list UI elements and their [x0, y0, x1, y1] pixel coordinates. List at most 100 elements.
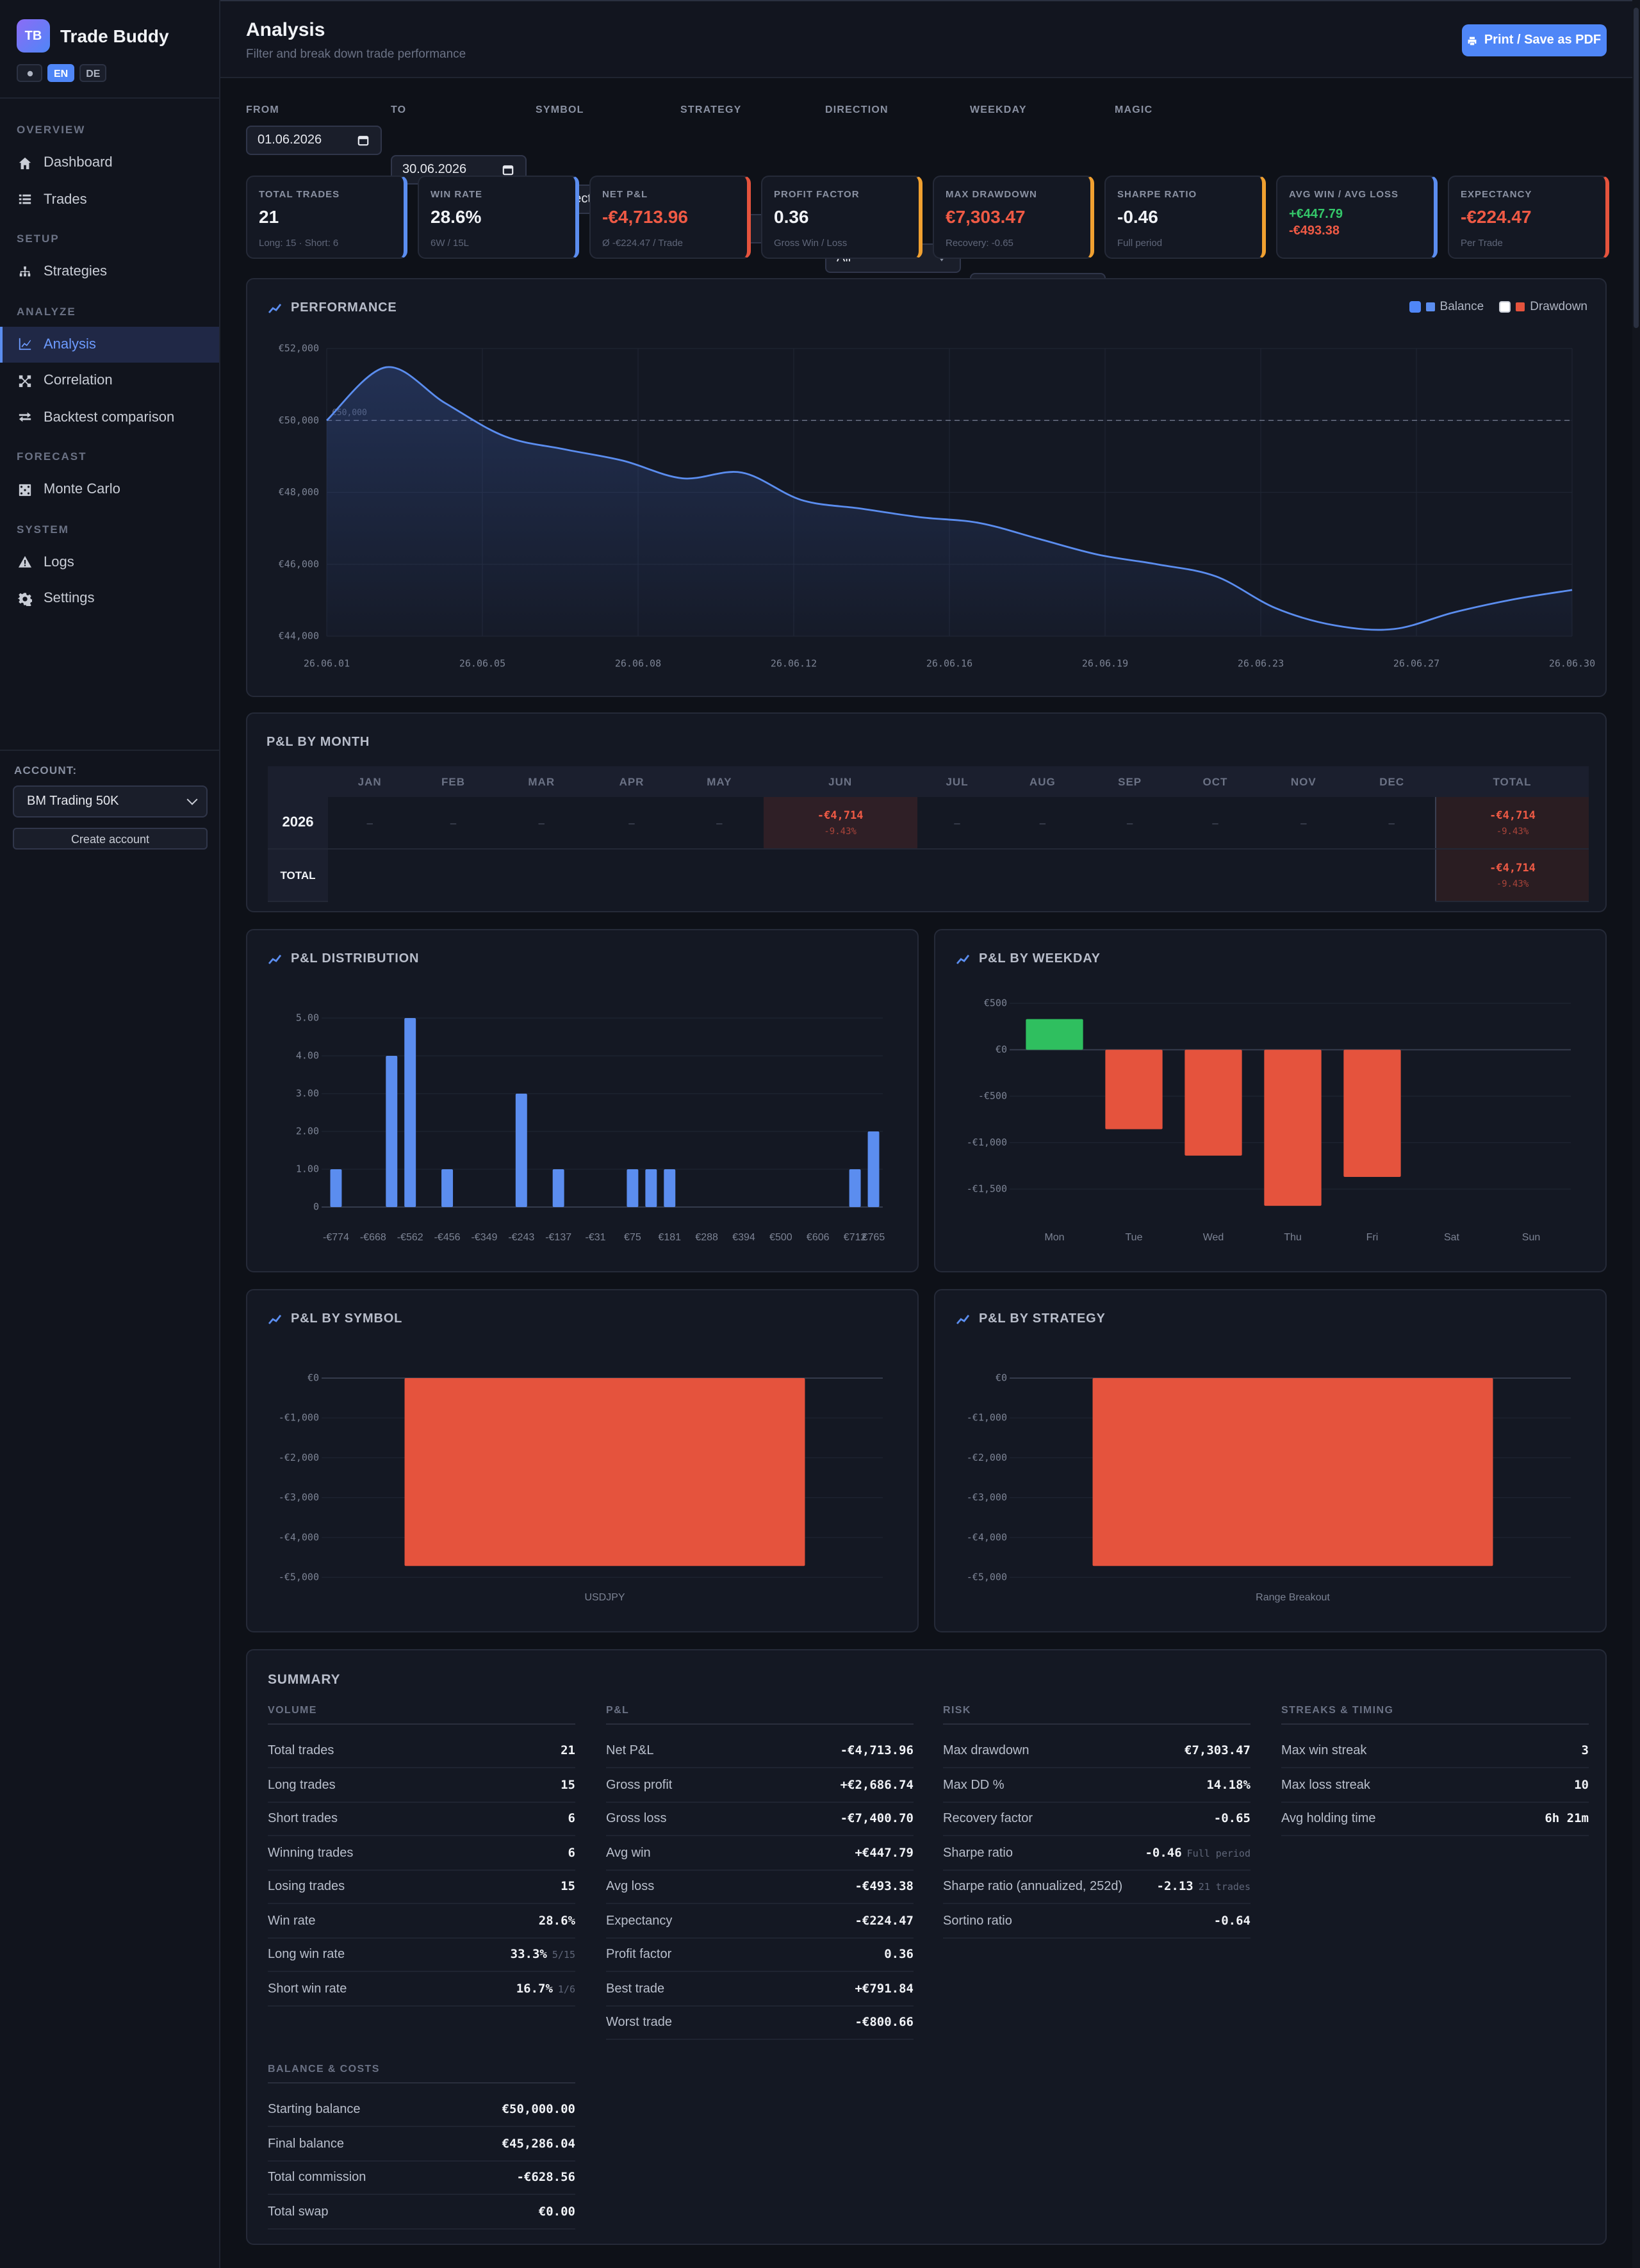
- header-cell: FEB: [411, 766, 495, 797]
- y-tick-label: -€4,000: [279, 1531, 319, 1543]
- nav-item[interactable]: Dashboard: [0, 145, 219, 181]
- nav-label: Correlation: [44, 373, 113, 389]
- nav-item[interactable]: Correlation: [0, 363, 219, 399]
- row-label: Total commission: [268, 2171, 366, 2185]
- nav-item[interactable]: Settings: [0, 580, 219, 617]
- nav-label: Trades: [44, 192, 87, 208]
- legend-item[interactable]: Drawdown: [1499, 300, 1587, 314]
- kpi-card: AVG WIN / AVG LOSS +€447.79 -€493.38: [1276, 176, 1437, 259]
- x-tick-label: USDJPY: [584, 1592, 625, 1603]
- row-value: -0.65: [1213, 1812, 1250, 1826]
- brand: TB Trade Buddy: [17, 19, 169, 53]
- row-label: Max drawdown: [943, 1744, 1029, 1758]
- header-cell: JAN: [328, 766, 412, 797]
- theme-toggle[interactable]: [17, 64, 42, 82]
- bar: [515, 1094, 527, 1207]
- create-account-button[interactable]: Create account: [13, 828, 208, 850]
- y-tick-label: €0: [308, 1372, 319, 1384]
- print-button[interactable]: Print / Save as PDF: [1462, 24, 1607, 56]
- y-tick-label: €52,000: [279, 343, 319, 354]
- row-value: -€628.56: [516, 2171, 575, 2185]
- month-cell: -€4,714 -9.43%: [1435, 797, 1589, 850]
- language-button[interactable]: DE: [79, 64, 107, 82]
- bar: [1092, 1378, 1493, 1566]
- kpi-value: €7,303.47: [946, 206, 1026, 227]
- summary-group: RISK Max drawdown €7,303.47 Max DD % 14.18% R…: [943, 1698, 1250, 1939]
- nav-item[interactable]: Trades: [0, 181, 219, 218]
- summary-row: Long trades 15: [268, 1769, 575, 1803]
- row-value-wrap: €0.00: [539, 2205, 575, 2219]
- kpi-label: TOTAL TRADES: [259, 188, 340, 200]
- month-cell: –: [1088, 797, 1172, 850]
- summary-row: Gross loss -€7,400.70: [606, 1803, 914, 1837]
- legend-checkbox[interactable]: [1499, 301, 1511, 313]
- row-value-wrap: 6h 21m: [1545, 1812, 1589, 1826]
- account-select[interactable]: BM Trading 50K: [13, 785, 208, 818]
- icon-shape: [268, 1315, 282, 1324]
- nav-item[interactable]: Strategies: [0, 254, 219, 290]
- bar: [404, 1378, 805, 1566]
- summary-panel: SUMMARY VOLUME Total trades 21 Long trades 15…: [246, 1649, 1607, 2245]
- nav-item[interactable]: Analysis: [0, 326, 219, 363]
- scrollbar-thumb[interactable]: [1634, 8, 1639, 328]
- panel-title: PERFORMANCE: [268, 301, 397, 315]
- x-tick-label: Sat: [1444, 1232, 1460, 1243]
- kpi-label: AVG WIN / AVG LOSS: [1289, 188, 1399, 200]
- row-value-wrap: €45,286.04: [502, 2137, 575, 2151]
- page-title: Analysis: [246, 19, 325, 41]
- row-value-wrap: 3: [1582, 1744, 1589, 1758]
- nav-item[interactable]: Monte Carlo: [0, 472, 219, 508]
- icon: [19, 484, 31, 496]
- nav-item[interactable]: Logs: [0, 544, 219, 580]
- row-value-wrap: 0.36: [884, 1948, 914, 1962]
- x-tick-label: 26.06.23: [1238, 658, 1284, 670]
- row-label: Worst trade: [606, 2016, 672, 2030]
- row-label: Gross profit: [606, 1778, 673, 1792]
- row-value: 6h 21m: [1545, 1812, 1589, 1826]
- panel-title: P&L BY WEEKDAY: [956, 952, 1101, 966]
- header-cell: SEP: [1088, 766, 1172, 797]
- row-label: Max loss streak: [1281, 1778, 1370, 1792]
- row-value-wrap: -0.65: [1214, 1812, 1250, 1826]
- y-tick-label: -€5,000: [279, 1572, 319, 1583]
- icon: [19, 338, 31, 350]
- row-value-wrap: -0.64: [1214, 1914, 1250, 1928]
- summary-row: Recovery factor -0.65: [943, 1803, 1250, 1837]
- header-cell: [268, 766, 328, 797]
- panel-title: P&L BY SYMBOL: [268, 1312, 402, 1326]
- row-value-wrap: €50,000.00: [502, 2103, 575, 2117]
- row-value-wrap: 16.7% 1/6: [516, 1982, 575, 1996]
- y-tick-label: €46,000: [279, 558, 319, 570]
- balance-area: [327, 366, 1572, 636]
- app-name: Trade Buddy: [60, 26, 169, 46]
- month-cell: –: [1348, 797, 1436, 850]
- row-value-wrap: 6: [568, 1846, 575, 1860]
- summary-row: Expectancy -€224.47: [606, 1905, 914, 1939]
- language-button[interactable]: EN: [47, 64, 75, 82]
- filter-label: TO: [391, 104, 407, 115]
- x-tick-label: -€31: [586, 1232, 606, 1243]
- header-cell: JUL: [917, 766, 997, 797]
- icon: [268, 1315, 282, 1324]
- x-tick-label: €606: [807, 1232, 830, 1243]
- row-label: Losing trades: [268, 1880, 345, 1894]
- kpi-label: SHARPE RATIO: [1117, 188, 1197, 200]
- icon: [956, 1315, 970, 1324]
- symbol-panel: P&L BY SYMBOL €0 -€1,000 -€2,000 -€3,000 -€4,…: [246, 1289, 919, 1632]
- icon-shape: [19, 413, 31, 422]
- nav-item[interactable]: Backtest comparison: [0, 399, 219, 436]
- row-value-wrap: -€628.56: [516, 2171, 575, 2185]
- icon-shape: [268, 304, 282, 313]
- x-tick-label: -€137: [545, 1232, 571, 1243]
- x-tick-label: Wed: [1203, 1232, 1224, 1243]
- summary-row: Gross profit +€2,686.74: [606, 1769, 914, 1803]
- filter-label: FROM: [246, 104, 279, 115]
- icon-shape: [18, 556, 32, 568]
- date-input[interactable]: 01.06.2026: [246, 126, 382, 155]
- header-cell: MAY: [675, 766, 764, 797]
- summary-row: Win rate 28.6%: [268, 1905, 575, 1939]
- legend-item[interactable]: Balance: [1409, 300, 1484, 314]
- header-cell: DEC: [1348, 766, 1436, 797]
- legend-checkbox[interactable]: [1409, 301, 1421, 313]
- x-tick-label: -€243: [508, 1232, 534, 1243]
